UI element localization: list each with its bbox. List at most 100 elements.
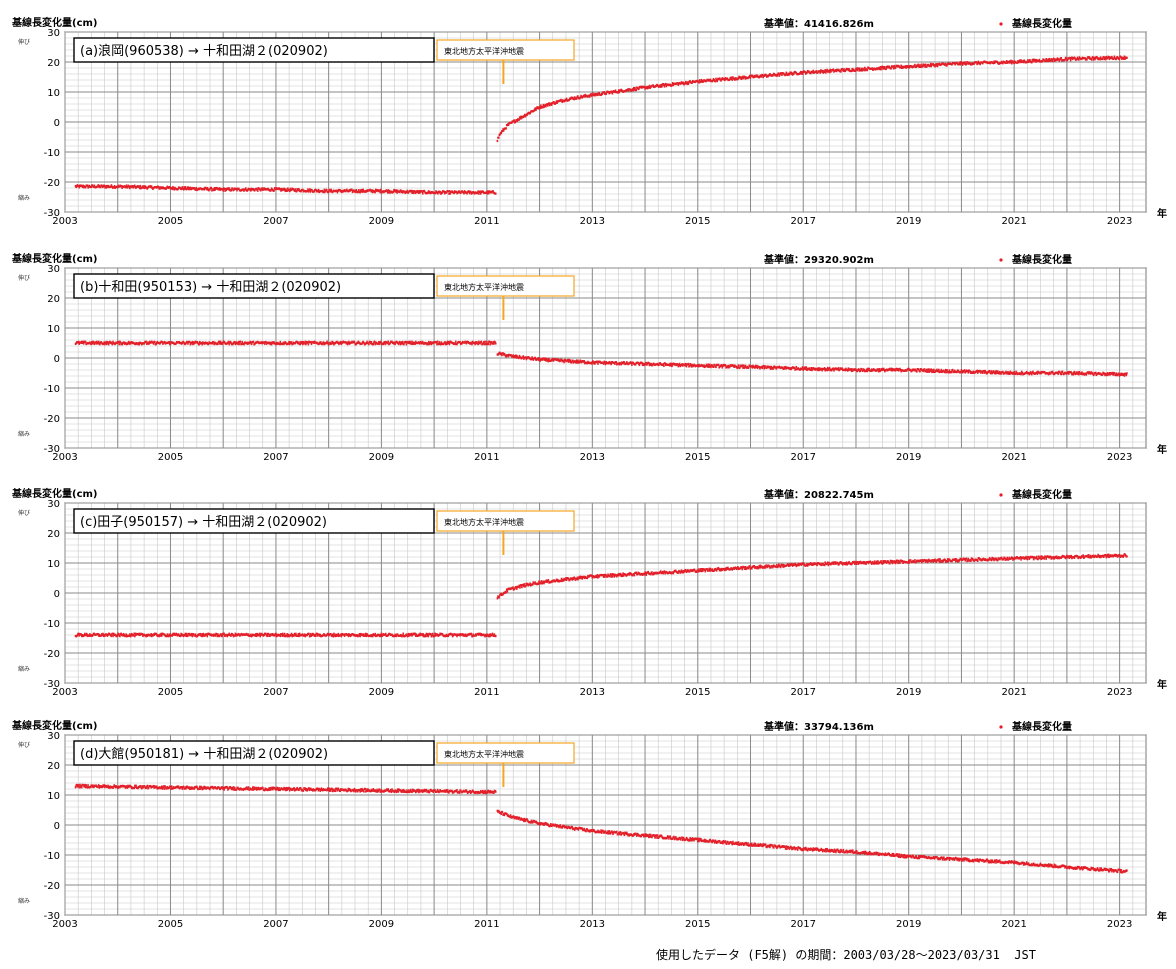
data-series	[74, 553, 1128, 638]
data-point	[387, 340, 390, 343]
data-point	[331, 340, 333, 343]
data-point	[567, 360, 570, 363]
data-point	[1037, 59, 1040, 63]
data-point	[369, 340, 371, 344]
data-point	[347, 634, 350, 638]
data-point	[97, 340, 100, 343]
data-point	[150, 632, 152, 636]
data-point	[750, 567, 753, 570]
data-point	[641, 361, 643, 365]
data-point	[174, 633, 177, 637]
data-point	[192, 343, 194, 346]
data-point	[305, 343, 307, 346]
data-point	[897, 369, 900, 372]
y-tick-label: -20	[44, 649, 60, 660]
data-point	[737, 364, 740, 367]
data-point	[866, 69, 869, 72]
data-point	[401, 340, 404, 344]
data-point	[335, 633, 337, 636]
y-tick-label: 20	[47, 294, 60, 305]
data-point	[892, 65, 894, 68]
data-point	[258, 632, 261, 635]
data-point	[933, 368, 935, 371]
data-point	[768, 565, 771, 568]
data-point	[700, 80, 702, 84]
data-point	[541, 358, 544, 361]
data-point	[218, 187, 221, 190]
data-point	[1036, 372, 1039, 375]
data-point	[697, 365, 700, 368]
data-point	[934, 370, 936, 373]
data-point	[480, 632, 483, 636]
data-point	[536, 358, 539, 361]
data-point	[1069, 57, 1071, 60]
data-point	[935, 369, 938, 373]
data-point	[703, 568, 706, 571]
data-point	[343, 634, 346, 637]
x-tick-label: 2003	[52, 452, 77, 463]
data-point	[560, 577, 563, 580]
data-point	[932, 63, 934, 66]
data-point	[754, 366, 756, 369]
data-point	[395, 189, 398, 192]
data-point	[281, 634, 283, 637]
data-point	[339, 188, 341, 192]
data-point	[189, 186, 192, 189]
data-point	[167, 635, 170, 638]
data-point	[936, 368, 938, 371]
data-point	[1007, 370, 1009, 374]
data-point	[690, 363, 692, 366]
data-point	[371, 635, 374, 638]
data-point	[323, 632, 325, 636]
data-point	[632, 86, 635, 90]
data-point	[221, 188, 224, 191]
y-tick-label: 10	[47, 324, 60, 335]
data-point	[1076, 372, 1079, 375]
data-point	[322, 341, 325, 344]
data-point	[1108, 372, 1111, 375]
data-point	[545, 579, 548, 582]
data-point	[1092, 373, 1095, 377]
data-point	[936, 65, 939, 68]
data-point	[202, 634, 204, 638]
data-point	[101, 184, 103, 187]
data-point	[207, 342, 210, 346]
data-point	[531, 356, 533, 359]
data-point	[333, 632, 335, 635]
data-point	[1120, 372, 1123, 375]
data-point	[484, 635, 486, 638]
x-axis-unit: 年	[1157, 207, 1167, 220]
data-point	[1058, 59, 1061, 62]
x-tick-label: 2011	[474, 687, 499, 698]
data-point	[234, 342, 237, 346]
data-point	[406, 635, 409, 638]
data-point	[350, 634, 353, 637]
data-point	[364, 632, 367, 635]
data-point	[593, 361, 596, 364]
data-point	[80, 633, 82, 636]
data-point	[489, 635, 491, 638]
data-point	[147, 341, 149, 344]
data-point	[459, 341, 461, 344]
data-point	[488, 340, 491, 343]
data-point	[260, 341, 263, 344]
data-point	[133, 632, 136, 635]
data-point	[755, 567, 758, 570]
data-point	[1030, 373, 1033, 376]
data-point	[712, 365, 715, 369]
data-point	[85, 632, 88, 636]
extension-label: 伸び	[18, 38, 30, 46]
data-point	[899, 66, 902, 69]
data-point	[232, 633, 234, 636]
data-point	[103, 184, 106, 188]
data-point	[398, 190, 401, 194]
data-point	[415, 633, 418, 636]
data-point	[111, 343, 114, 346]
data-point	[112, 634, 114, 638]
data-point	[120, 184, 123, 188]
data-point	[488, 192, 490, 195]
data-point	[479, 632, 481, 635]
data-point	[365, 342, 368, 345]
data-point	[107, 184, 110, 188]
data-point	[408, 340, 410, 344]
